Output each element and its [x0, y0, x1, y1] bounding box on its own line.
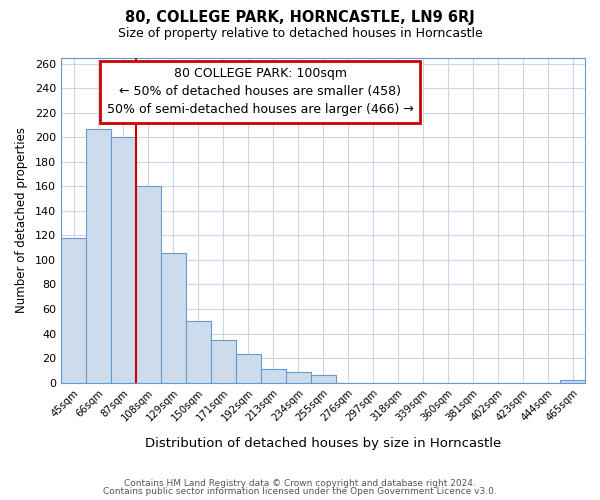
Bar [260, 369, 286, 382]
Bar [86, 128, 111, 382]
X-axis label: Distribution of detached houses by size in Horncastle: Distribution of detached houses by size … [145, 437, 501, 450]
Bar [286, 372, 311, 382]
Bar [186, 322, 211, 382]
Bar [211, 340, 236, 382]
Bar [560, 380, 585, 382]
Bar [236, 354, 260, 382]
Text: Contains HM Land Registry data © Crown copyright and database right 2024.: Contains HM Land Registry data © Crown c… [124, 478, 476, 488]
Bar [161, 252, 186, 382]
Text: 80 COLLEGE PARK: 100sqm
← 50% of detached houses are smaller (458)
50% of semi-d: 80 COLLEGE PARK: 100sqm ← 50% of detache… [107, 68, 413, 116]
Y-axis label: Number of detached properties: Number of detached properties [15, 127, 28, 313]
Text: Contains public sector information licensed under the Open Government Licence v3: Contains public sector information licen… [103, 487, 497, 496]
Text: 80, COLLEGE PARK, HORNCASTLE, LN9 6RJ: 80, COLLEGE PARK, HORNCASTLE, LN9 6RJ [125, 10, 475, 25]
Bar [111, 137, 136, 382]
Bar [136, 186, 161, 382]
Bar [61, 238, 86, 382]
Text: Size of property relative to detached houses in Horncastle: Size of property relative to detached ho… [118, 28, 482, 40]
Bar [311, 376, 335, 382]
